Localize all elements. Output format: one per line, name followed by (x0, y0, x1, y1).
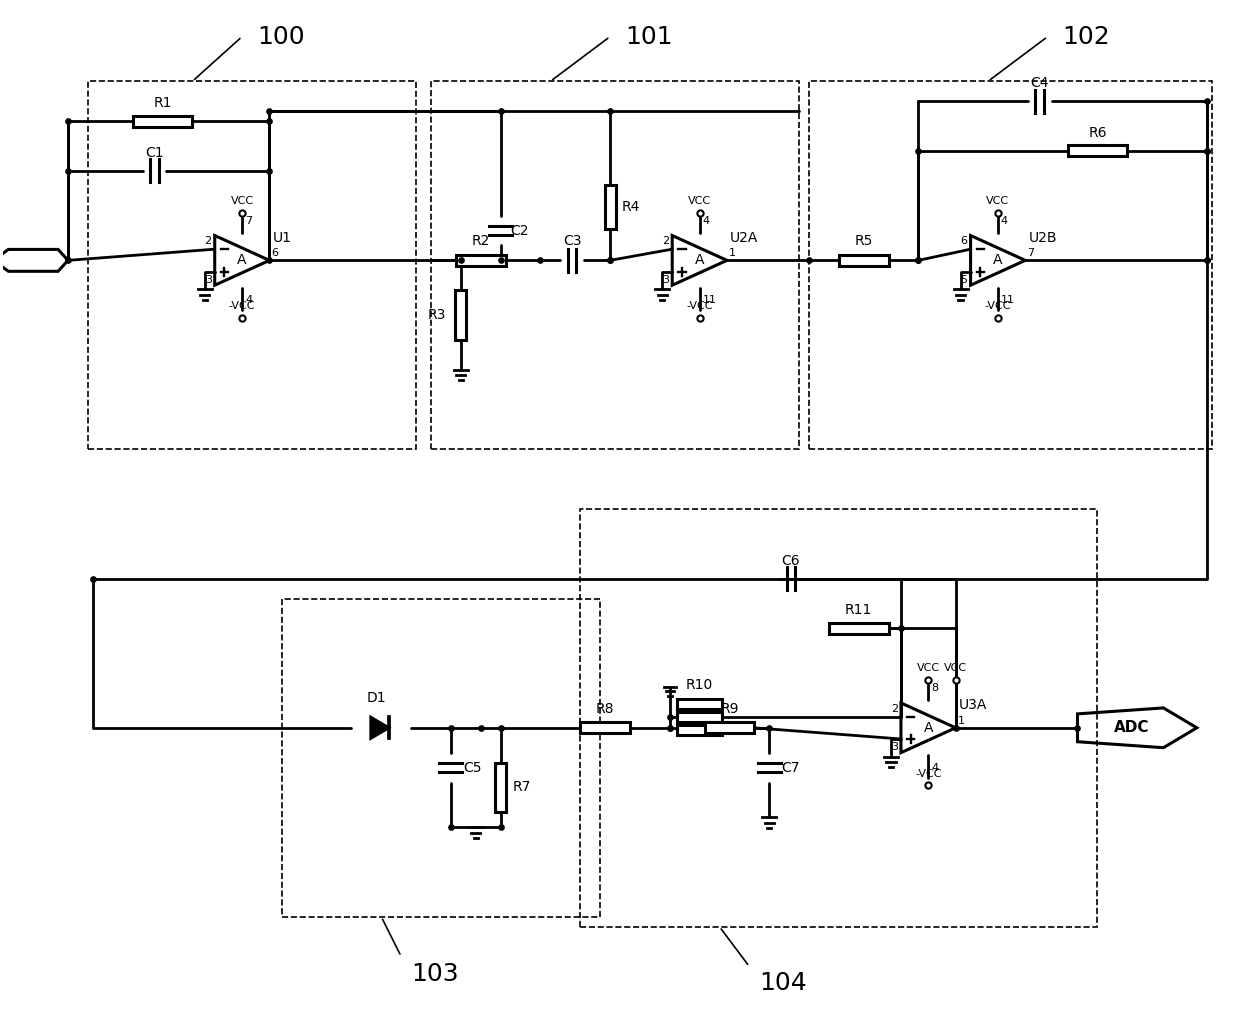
Text: 3: 3 (205, 274, 212, 284)
Text: 6: 6 (961, 236, 967, 247)
Text: 1: 1 (729, 249, 735, 259)
Text: 5: 5 (961, 274, 967, 284)
Bar (605, 184, 615, 228)
Text: 103: 103 (412, 962, 459, 985)
Text: 2: 2 (890, 704, 898, 713)
Text: U2B: U2B (1028, 231, 1056, 245)
Text: C3: C3 (563, 234, 582, 249)
Bar (133, 116, 192, 126)
Text: R2: R2 (471, 234, 490, 249)
Text: -VCC: -VCC (229, 301, 255, 311)
Bar (828, 623, 889, 634)
Text: R6: R6 (1089, 126, 1106, 140)
Bar (1068, 146, 1127, 157)
Bar (432, 82, 799, 449)
Text: -VCC: -VCC (915, 768, 941, 779)
Text: R1: R1 (154, 96, 172, 110)
Text: 4: 4 (246, 296, 252, 305)
Text: 102: 102 (1063, 24, 1110, 49)
Text: VCC: VCC (916, 663, 940, 674)
Text: R7: R7 (512, 781, 531, 795)
Text: 11: 11 (703, 296, 717, 305)
Text: 3: 3 (892, 742, 898, 752)
Text: U2A: U2A (730, 231, 759, 245)
Text: 3: 3 (662, 274, 670, 284)
Text: D1: D1 (367, 691, 386, 705)
Text: R11: R11 (844, 603, 873, 618)
Text: VCC: VCC (944, 663, 967, 674)
Text: U3A: U3A (959, 698, 987, 712)
Text: 101: 101 (625, 24, 672, 49)
Text: R10: R10 (686, 678, 713, 692)
Text: R9: R9 (720, 702, 739, 716)
Text: A: A (237, 254, 247, 267)
Text: 2: 2 (662, 236, 670, 247)
Text: VCC: VCC (688, 196, 711, 206)
Bar (456, 255, 506, 266)
Text: 4: 4 (1001, 216, 1008, 225)
Text: 2: 2 (205, 236, 212, 247)
Polygon shape (371, 717, 388, 738)
Bar (88, 82, 417, 449)
Text: C7: C7 (781, 760, 800, 774)
Text: R4: R4 (622, 200, 640, 214)
Text: ADC: ADC (1114, 720, 1149, 736)
Text: -VCC: -VCC (686, 301, 713, 311)
Text: 4: 4 (931, 762, 939, 772)
Text: 1: 1 (957, 715, 965, 726)
Text: R5: R5 (854, 234, 873, 249)
Text: VCC: VCC (986, 196, 1009, 206)
Text: A: A (694, 254, 704, 267)
Text: R8: R8 (596, 702, 614, 716)
Bar (677, 711, 722, 721)
Text: 8: 8 (931, 683, 939, 693)
Text: C2: C2 (511, 223, 529, 237)
Text: 100: 100 (257, 24, 305, 49)
Bar (677, 699, 722, 708)
Text: A: A (993, 254, 1003, 267)
Bar (838, 255, 889, 266)
Text: A: A (924, 720, 932, 735)
Text: 4: 4 (703, 216, 709, 225)
Text: 7: 7 (246, 216, 252, 225)
Bar (580, 722, 630, 734)
Bar (580, 510, 1097, 926)
Bar (495, 762, 506, 812)
Text: C6: C6 (781, 553, 800, 568)
Bar (455, 290, 466, 340)
Bar (808, 82, 1211, 449)
Text: C1: C1 (145, 146, 164, 160)
Text: U1: U1 (273, 231, 291, 245)
Text: 7: 7 (1027, 249, 1034, 259)
Text: 104: 104 (759, 971, 807, 996)
Text: -VCC: -VCC (985, 301, 1011, 311)
Bar (704, 722, 754, 734)
Text: R3: R3 (428, 308, 446, 322)
Text: VCC: VCC (231, 196, 254, 206)
Text: C4: C4 (1030, 76, 1049, 91)
Bar (281, 598, 600, 917)
Bar (677, 725, 722, 735)
Text: C5: C5 (463, 760, 481, 774)
Text: 6: 6 (272, 249, 279, 259)
Text: 11: 11 (1001, 296, 1014, 305)
